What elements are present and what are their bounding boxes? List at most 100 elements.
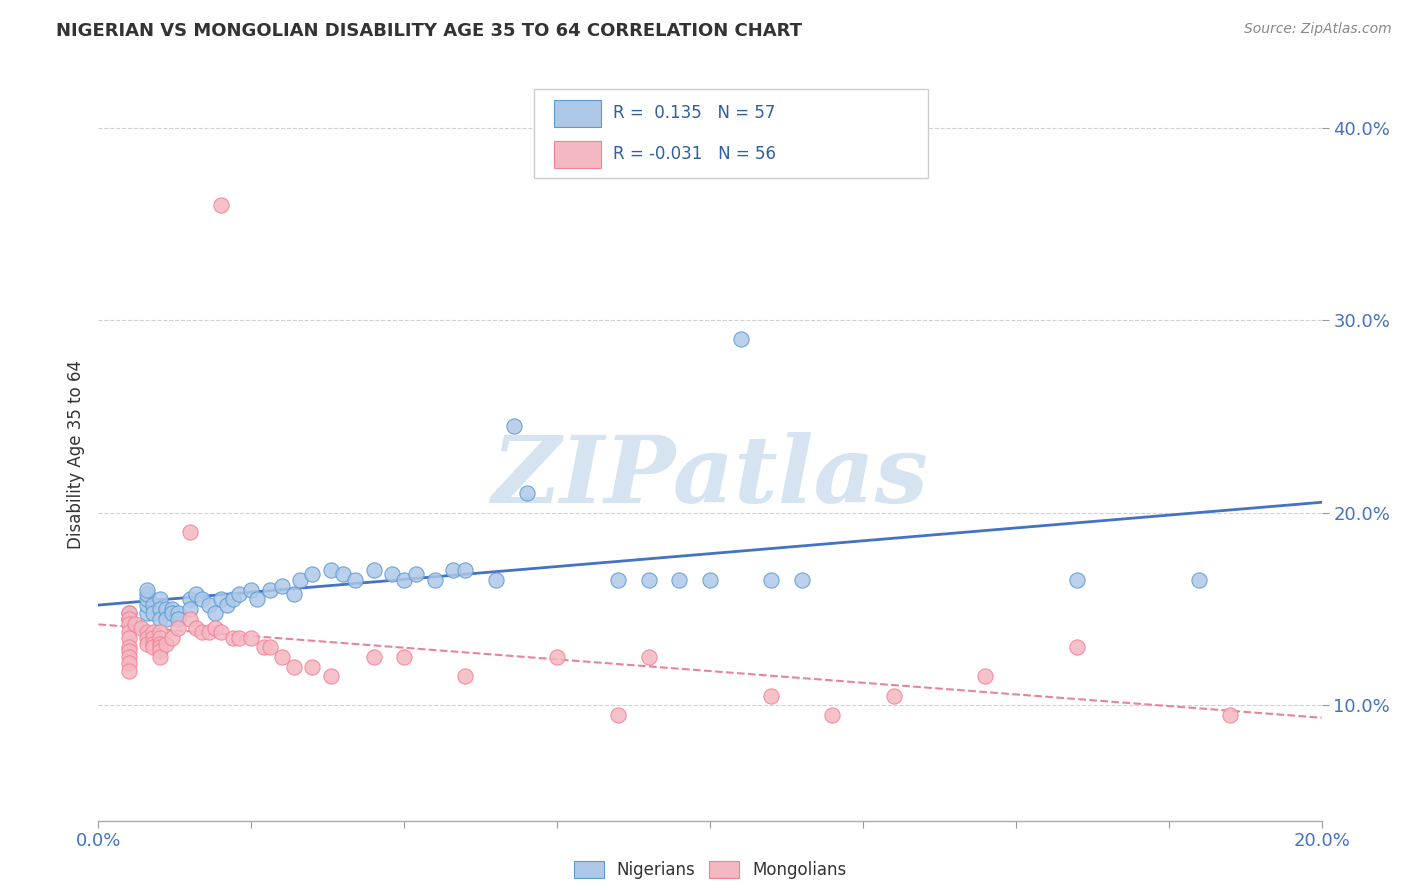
Point: [149, 611, 172, 625]
Point: [167, 611, 190, 625]
Point: [204, 606, 226, 620]
Point: [222, 592, 245, 607]
Point: [118, 617, 141, 632]
Point: [215, 598, 238, 612]
Point: [155, 602, 177, 616]
Point: [136, 606, 159, 620]
Point: [363, 650, 385, 665]
Point: [607, 573, 630, 587]
Point: [301, 567, 323, 582]
Y-axis label: Disability Age 35 to 64: Disability Age 35 to 64: [66, 360, 84, 549]
Point: [423, 573, 446, 587]
Point: [228, 586, 250, 600]
Point: [142, 640, 165, 655]
Point: [209, 592, 232, 607]
Point: [240, 582, 263, 597]
Point: [405, 567, 427, 582]
Point: [204, 621, 226, 635]
Point: [149, 592, 172, 607]
Point: [290, 573, 312, 587]
Point: [118, 611, 141, 625]
Point: [319, 563, 342, 577]
Point: [136, 636, 159, 650]
Point: [270, 579, 292, 593]
Point: [186, 621, 208, 635]
Point: [1066, 640, 1088, 655]
Point: [363, 563, 385, 577]
Point: [155, 611, 177, 625]
Point: [381, 567, 404, 582]
Point: [252, 640, 274, 655]
Point: [129, 621, 152, 635]
Point: [1219, 707, 1241, 722]
Point: [209, 625, 232, 640]
Point: [546, 650, 568, 665]
Point: [149, 602, 172, 616]
Point: [179, 611, 201, 625]
Point: [191, 625, 214, 640]
Point: [191, 592, 214, 607]
Point: [136, 625, 159, 640]
Text: ZIPatlas: ZIPatlas: [492, 432, 928, 522]
Point: [118, 664, 141, 678]
Point: [485, 573, 508, 587]
Point: [136, 631, 159, 645]
Point: [730, 333, 752, 347]
Point: [301, 659, 323, 673]
Point: [136, 592, 159, 607]
Point: [319, 669, 342, 683]
Point: [699, 573, 721, 587]
Point: [607, 707, 630, 722]
Point: [167, 606, 190, 620]
Point: [149, 640, 172, 655]
Point: [637, 650, 661, 665]
Point: [149, 644, 172, 658]
FancyBboxPatch shape: [534, 89, 928, 178]
Point: [454, 563, 477, 577]
Point: [668, 573, 690, 587]
Legend: Nigerians, Mongolians: Nigerians, Mongolians: [567, 854, 853, 886]
Point: [160, 606, 183, 620]
Point: [197, 598, 219, 612]
Point: [118, 611, 141, 625]
Point: [118, 606, 141, 620]
Point: [142, 636, 165, 650]
Point: [149, 650, 172, 665]
Point: [392, 573, 416, 587]
Text: Source: ZipAtlas.com: Source: ZipAtlas.com: [1244, 22, 1392, 37]
Point: [167, 621, 190, 635]
Point: [454, 669, 477, 683]
Point: [118, 640, 141, 655]
Point: [179, 524, 201, 539]
Text: NIGERIAN VS MONGOLIAN DISABILITY AGE 35 TO 64 CORRELATION CHART: NIGERIAN VS MONGOLIAN DISABILITY AGE 35 …: [56, 22, 803, 40]
Point: [283, 586, 305, 600]
Point: [240, 631, 263, 645]
Point: [637, 573, 661, 587]
Point: [118, 650, 141, 665]
Text: R =  0.135   N = 57: R = 0.135 N = 57: [613, 104, 775, 122]
Point: [270, 650, 292, 665]
Point: [246, 592, 269, 607]
Point: [179, 602, 201, 616]
Point: [759, 689, 782, 703]
Point: [118, 606, 141, 620]
FancyBboxPatch shape: [554, 141, 602, 168]
Point: [974, 669, 997, 683]
Point: [259, 640, 281, 655]
Point: [197, 625, 219, 640]
Point: [149, 636, 172, 650]
FancyBboxPatch shape: [554, 100, 602, 127]
Point: [1066, 573, 1088, 587]
Point: [118, 656, 141, 670]
Point: [283, 659, 305, 673]
Point: [142, 631, 165, 645]
Point: [332, 567, 354, 582]
Point: [1188, 573, 1211, 587]
Point: [118, 631, 141, 645]
Point: [186, 586, 208, 600]
Point: [516, 486, 538, 500]
Point: [160, 631, 183, 645]
Point: [790, 573, 813, 587]
Point: [142, 598, 165, 612]
Point: [759, 573, 782, 587]
